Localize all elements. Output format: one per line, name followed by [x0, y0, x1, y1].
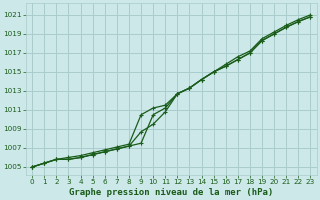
X-axis label: Graphe pression niveau de la mer (hPa): Graphe pression niveau de la mer (hPa): [69, 188, 274, 197]
